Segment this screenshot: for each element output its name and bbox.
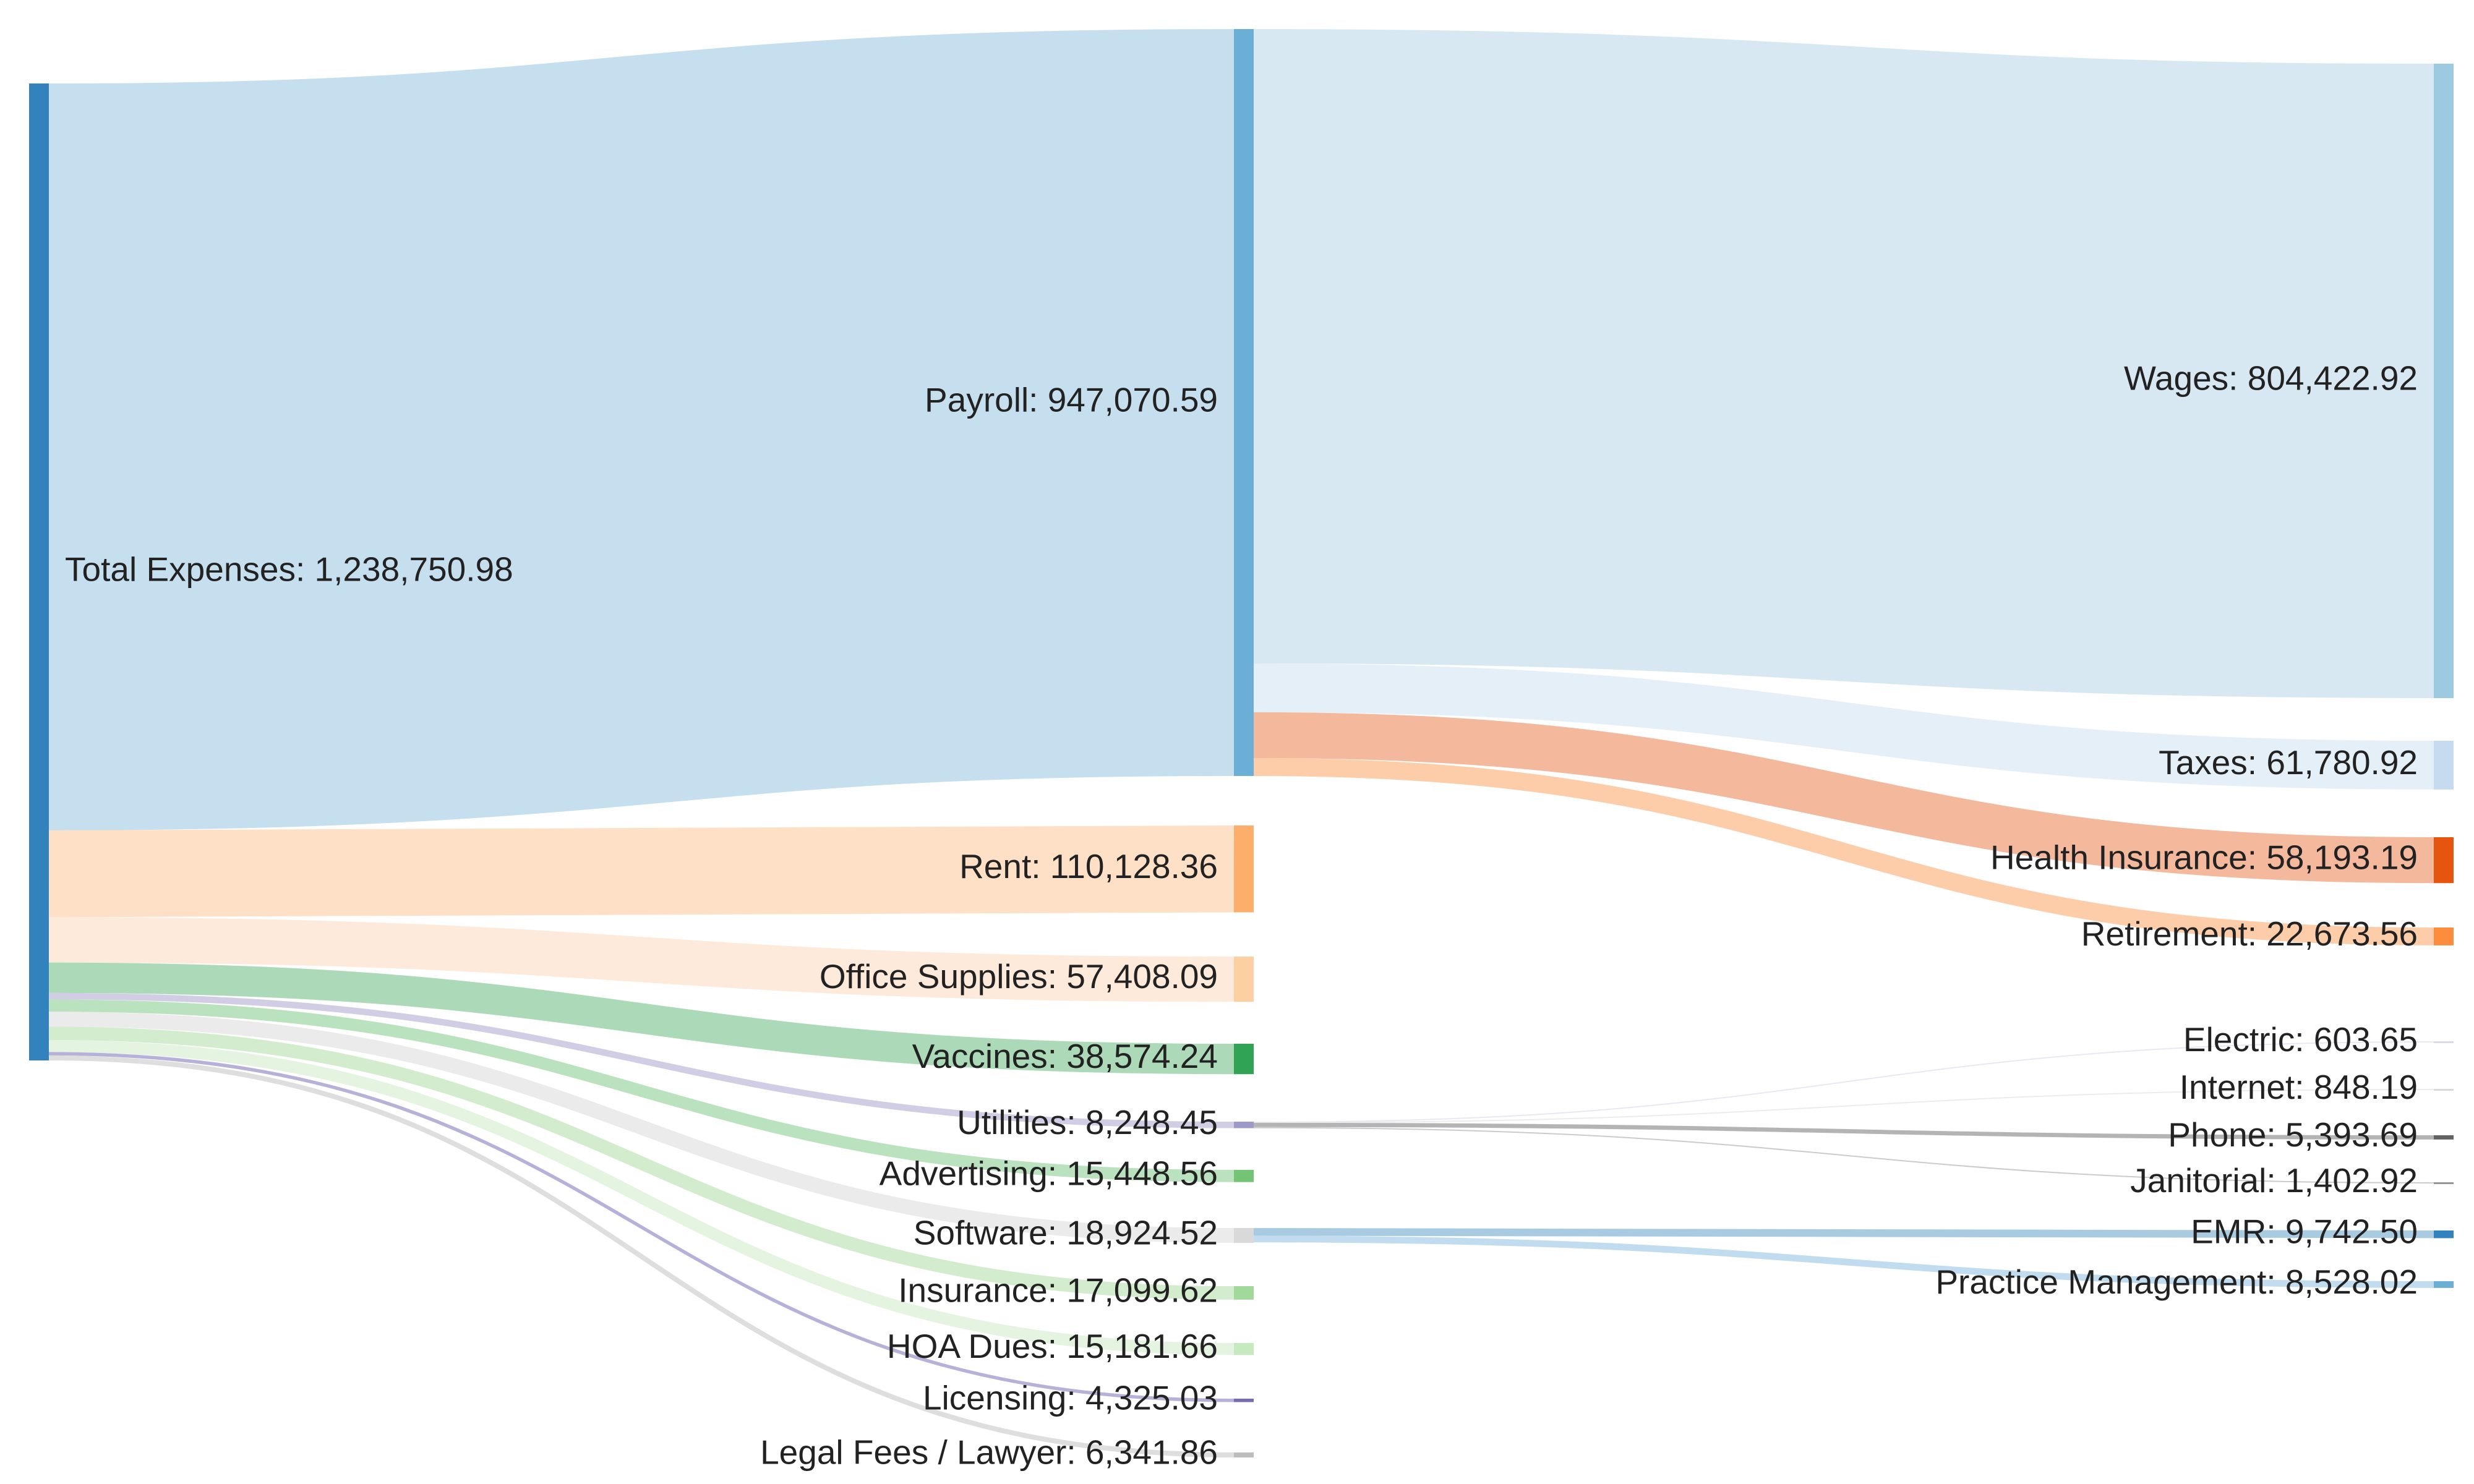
node-layer (29, 29, 2454, 1458)
label-layer: Total Expenses: 1,238,750.98 Payroll: 947… (65, 359, 2418, 1472)
node-electric[interactable] (2434, 1041, 2454, 1043)
label-janitorial: Janitorial: 1,402.92 (2130, 1161, 2418, 1200)
node-practice-management[interactable] (2434, 1281, 2454, 1288)
node-phone[interactable] (2434, 1135, 2454, 1140)
label-legal-fees-lawyer: Legal Fees / Lawyer: 6,341.86 (760, 1433, 1218, 1472)
label-internet: Internet: 848.19 (2180, 1068, 2418, 1106)
link-total-expenses-to-payroll[interactable] (48, 28, 1235, 830)
label-advertising: Advertising: 15,448.56 (880, 1154, 1218, 1192)
link-layer (48, 28, 2434, 1458)
node-health-insurance[interactable] (2434, 837, 2454, 884)
label-total-expenses: Total Expenses: 1,238,750.98 (65, 550, 513, 589)
label-insurance: Insurance: 17,099.62 (898, 1271, 1218, 1309)
link-total-expenses-to-software[interactable] (48, 1012, 1235, 1243)
node-utilities[interactable] (1234, 1122, 1254, 1128)
node-internet[interactable] (2434, 1089, 2454, 1091)
label-software: Software: 18,924.52 (914, 1214, 1218, 1252)
node-emr[interactable] (2434, 1230, 2454, 1239)
link-utilities-to-electric[interactable] (1253, 1041, 2434, 1123)
node-software[interactable] (1234, 1228, 1254, 1243)
link-total-expenses-to-office-supplies[interactable] (48, 917, 1235, 1002)
label-health-insurance: Health Insurance: 58,193.19 (1990, 838, 2418, 877)
node-janitorial[interactable] (2434, 1182, 2454, 1184)
label-vaccines: Vaccines: 38,574.24 (912, 1037, 1218, 1075)
link-total-expenses-to-vaccines[interactable] (48, 962, 1235, 1075)
label-electric: Electric: 603.65 (2183, 1020, 2418, 1059)
node-total-expenses[interactable] (29, 83, 49, 1060)
node-insurance[interactable] (1234, 1286, 1254, 1300)
label-retirement: Retirement: 22,673.56 (2081, 915, 2418, 953)
link-total-expenses-to-licensing[interactable] (48, 1052, 1235, 1402)
link-total-expenses-to-insurance[interactable] (48, 1026, 1235, 1300)
label-wages: Wages: 804,422.92 (2124, 359, 2418, 398)
link-payroll-to-retirement[interactable] (1253, 758, 2434, 945)
node-payroll[interactable] (1234, 29, 1254, 776)
node-wages[interactable] (2434, 64, 2454, 699)
link-software-to-practice-management[interactable] (1253, 1235, 2434, 1288)
node-advertising[interactable] (1234, 1170, 1254, 1182)
link-total-expenses-to-hoa-dues[interactable] (48, 1040, 1235, 1355)
label-practice-management: Practice Management: 8,528.02 (1935, 1263, 2418, 1301)
link-total-expenses-to-rent[interactable] (48, 825, 1235, 918)
link-payroll-to-health-insurance[interactable] (1253, 712, 2434, 884)
link-utilities-to-janitorial[interactable] (1253, 1127, 2434, 1183)
label-payroll: Payroll: 947,070.59 (925, 381, 1218, 419)
node-office-supplies[interactable] (1234, 957, 1254, 1002)
node-licensing[interactable] (1234, 1399, 1254, 1402)
node-vaccines[interactable] (1234, 1044, 1254, 1075)
node-taxes[interactable] (2434, 741, 2454, 790)
label-taxes: Taxes: 61,780.92 (2159, 743, 2418, 782)
label-office-supplies: Office Supplies: 57,408.09 (820, 957, 1218, 996)
link-utilities-to-internet[interactable] (1253, 1089, 2434, 1124)
node-rent[interactable] (1234, 825, 1254, 913)
node-retirement[interactable] (2434, 927, 2454, 945)
node-legal-fees-lawyer[interactable] (1234, 1452, 1254, 1458)
label-emr: EMR: 9,742.50 (2191, 1213, 2418, 1251)
link-payroll-to-taxes[interactable] (1253, 663, 2434, 790)
link-total-expenses-to-advertising[interactable] (48, 999, 1235, 1182)
link-utilities-to-phone[interactable] (1253, 1122, 2434, 1140)
link-payroll-to-wages[interactable] (1253, 29, 2434, 699)
label-phone: Phone: 5,393.69 (2168, 1115, 2418, 1154)
label-hoa-dues: HOA Dues: 15,181.66 (887, 1327, 1218, 1365)
link-total-expenses-to-utilities[interactable] (48, 992, 1235, 1128)
node-hoa-dues[interactable] (1234, 1343, 1254, 1355)
label-rent: Rent: 110,128.36 (959, 847, 1218, 885)
link-software-to-emr[interactable] (1253, 1227, 2434, 1239)
label-utilities: Utilities: 8,248.45 (957, 1103, 1218, 1141)
link-total-expenses-to-legal-fees-lawyer[interactable] (48, 1055, 1235, 1458)
label-licensing: Licensing: 4,325.03 (923, 1378, 1218, 1417)
